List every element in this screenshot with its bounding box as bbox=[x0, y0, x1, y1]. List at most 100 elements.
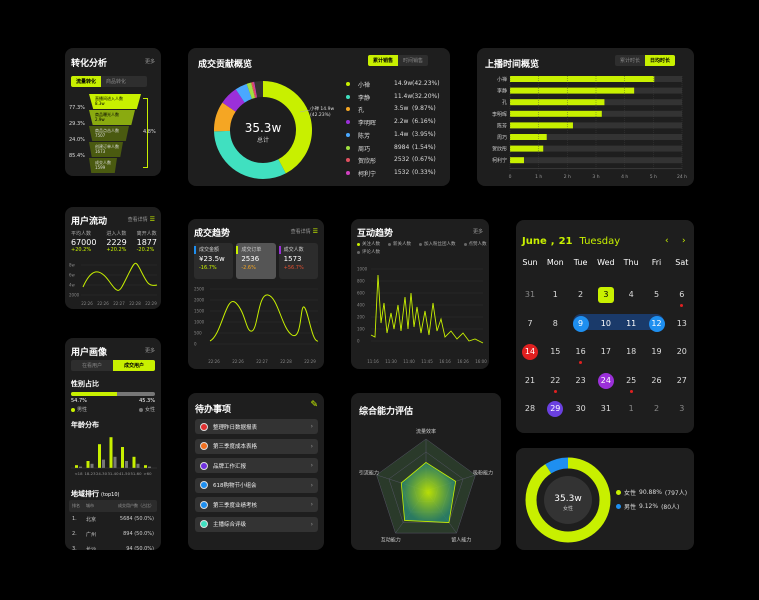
edit-icon[interactable]: ✎ bbox=[310, 400, 318, 410]
calendar-day[interactable]: 7 bbox=[527, 318, 533, 328]
trade-stat-change: -16.7% bbox=[199, 265, 217, 271]
tab-buying-users[interactable]: 成交用户 bbox=[113, 360, 155, 371]
bar bbox=[510, 157, 524, 164]
portrait-tabs: 在看用户 成交用户 bbox=[71, 360, 155, 371]
calendar-day[interactable]: 24 bbox=[597, 372, 614, 389]
legend-value: 2532 bbox=[394, 156, 410, 164]
calendar-day[interactable]: 25 bbox=[626, 375, 637, 385]
todo-item[interactable]: 整理昨日数据报表 › bbox=[195, 419, 318, 434]
funnel-step: 商品点击人数 7507 bbox=[89, 126, 129, 141]
trade-stat-marker bbox=[236, 246, 239, 254]
x-tick-label: 11:45 bbox=[421, 359, 433, 364]
legend-item: 关注人数 bbox=[357, 241, 380, 247]
calendar-day[interactable]: 13 bbox=[676, 318, 687, 328]
trade-stat[interactable]: 成交订单 2536 -2.6% bbox=[236, 243, 276, 279]
legend-name: 周巧 bbox=[358, 145, 371, 153]
calendar-day[interactable]: 5 bbox=[653, 290, 660, 299]
event-dot bbox=[553, 389, 557, 393]
calendar-day[interactable]: 2 bbox=[578, 290, 584, 299]
calendar-day[interactable]: 16 bbox=[575, 347, 586, 356]
legend-item: 新关人数 bbox=[388, 241, 411, 247]
calendar-day[interactable]: 3 bbox=[679, 404, 685, 413]
calendar-day[interactable]: 15 bbox=[550, 347, 561, 356]
calendar-day[interactable]: 20 bbox=[676, 347, 687, 356]
tab-daily-duration[interactable]: 日均时长 bbox=[645, 55, 676, 66]
calendar-day[interactable]: 8 bbox=[552, 318, 558, 328]
legend-pct: (1.54%) bbox=[412, 143, 436, 151]
userflow-details-link[interactable]: 查看详情 ☰ bbox=[128, 216, 155, 223]
interaction-card: 互动趋势 更多 关注人数 新关人数 加入粉丝团人数 点赞人数 评论人数 1000 800 6… bbox=[351, 219, 489, 369]
calendar-day[interactable]: 10 bbox=[600, 318, 611, 328]
todo-item[interactable]: 第三季度成本表格 › bbox=[195, 438, 318, 454]
legend-value: 1.4w bbox=[394, 130, 409, 138]
calendar-day[interactable]: 9 bbox=[572, 315, 589, 332]
calendar-day[interactable]: 4 bbox=[628, 290, 634, 299]
calendar-day[interactable]: 21 bbox=[524, 375, 536, 385]
todo-item[interactable]: 主播综合评级 › bbox=[195, 516, 318, 532]
trade-details-label: 查看详情 bbox=[290, 229, 311, 235]
portrait-more-link[interactable]: 更多 bbox=[144, 348, 155, 354]
tab-traffic-conversion[interactable]: 流量转化 bbox=[71, 76, 102, 87]
legend-dot bbox=[346, 120, 350, 125]
tab-time-sales[interactable]: 时间销售 bbox=[403, 58, 424, 64]
calendar-day[interactable]: 31 bbox=[524, 290, 536, 299]
calendar-day[interactable]: 23 bbox=[575, 375, 586, 385]
tab-cumulative-sales[interactable]: 累计销售 bbox=[368, 55, 399, 66]
broadcast-title: 上播时间概览 bbox=[485, 60, 540, 70]
interaction-legend: 关注人数 新关人数 加入粉丝团人数 点赞人数 评论人数 bbox=[357, 241, 487, 255]
tab-watching-users[interactable]: 在看用户 bbox=[81, 363, 102, 369]
userflow-stat-change: +20.2% bbox=[106, 247, 127, 253]
userflow-stat-label: 平均人数 bbox=[71, 231, 92, 237]
broadcast-tabs: 累计时长 日均时长 bbox=[615, 55, 676, 66]
tab-cumulative-duration[interactable]: 累计时长 bbox=[620, 58, 641, 64]
funnel-left-rate: 77.3% bbox=[69, 105, 85, 111]
age-bar bbox=[109, 437, 113, 468]
legend-dot bbox=[616, 490, 621, 495]
calendar-day[interactable]: 1 bbox=[628, 404, 634, 413]
ability-title: 综合能力评估 bbox=[359, 407, 414, 417]
todo-item[interactable]: 第三季度业绩考核 › bbox=[195, 497, 318, 512]
calendar-day[interactable]: 12 bbox=[648, 315, 665, 332]
conversion-more-link[interactable]: 更多 bbox=[144, 59, 155, 65]
legend-label: 关注人数 bbox=[362, 242, 380, 247]
calendar-day[interactable]: 31 bbox=[600, 404, 611, 413]
bar-category-label: 孔 bbox=[502, 99, 507, 106]
bar-category-label: 贺欣彤 bbox=[492, 146, 507, 153]
tab-product-conversion[interactable]: 商品转化 bbox=[106, 79, 127, 85]
calendar-day[interactable]: 2 bbox=[653, 404, 660, 413]
weekday-label: Sun bbox=[522, 258, 538, 267]
ring-center-value: 35.3w bbox=[554, 494, 581, 504]
trade-stat[interactable]: 成交人数 1573 +56.7% bbox=[278, 243, 318, 279]
calendar-day[interactable]: 11 bbox=[626, 318, 637, 328]
conversion-tabs: 流量转化 商品转化 bbox=[71, 76, 147, 87]
callout-line bbox=[299, 109, 311, 113]
trade-stat-value: ¥23.5w bbox=[199, 255, 225, 263]
calendar-day[interactable]: 17 bbox=[600, 347, 611, 356]
interaction-more-link[interactable]: 更多 bbox=[472, 229, 483, 235]
calendar-day[interactable]: 14 bbox=[522, 344, 538, 360]
calendar-day[interactable]: 18 bbox=[626, 347, 637, 356]
todo-item[interactable]: 品牌工作汇报 › bbox=[195, 458, 318, 473]
todo-item[interactable]: 618购物节小组会 › bbox=[195, 477, 318, 493]
funnel-bracket bbox=[143, 98, 148, 168]
calendar-day[interactable]: 26 bbox=[651, 375, 662, 385]
filter-icon: ☰ bbox=[312, 228, 318, 235]
trade-stat[interactable]: 成交金额 ¥23.5w -16.7% bbox=[194, 243, 234, 279]
userflow-stats: 平均人数 67000 +20.2% 进入人数 2229 +20.2% 离开人数 1877 -20… bbox=[71, 230, 157, 253]
x-tick-label: 22:27 bbox=[113, 301, 125, 306]
calendar-day[interactable]: 19 bbox=[651, 347, 662, 356]
calendar-day[interactable]: 1 bbox=[552, 290, 558, 299]
calendar-day[interactable]: 30 bbox=[575, 404, 586, 413]
trade-details-link[interactable]: 查看详情 ☰ bbox=[291, 228, 318, 235]
calendar-prev-button[interactable]: ‹ bbox=[665, 236, 669, 246]
calendar-day[interactable]: 6 bbox=[679, 290, 685, 299]
calendar-day[interactable]: 28 bbox=[524, 404, 536, 413]
calendar-day[interactable]: 27 bbox=[676, 375, 687, 385]
calendar-day[interactable]: 22 bbox=[550, 375, 561, 385]
calendar-day[interactable]: 29 bbox=[547, 401, 564, 417]
funnel-step: 成交人数 1599 bbox=[89, 158, 117, 173]
calendar-day[interactable]: 3 bbox=[597, 287, 614, 303]
todo-label: 整理昨日数据报表 bbox=[213, 424, 258, 431]
calendar-next-button[interactable]: › bbox=[682, 236, 686, 246]
